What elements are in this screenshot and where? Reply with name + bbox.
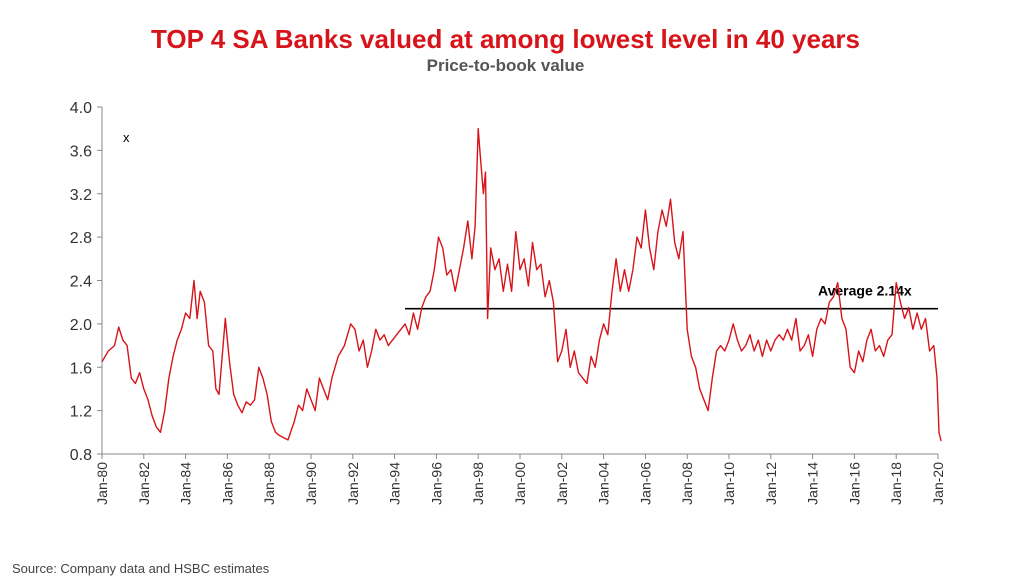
- x-tick-label: Jan-18: [888, 462, 904, 505]
- x-tick-label: Jan-00: [512, 462, 528, 505]
- x-tick-label: Jan-14: [805, 462, 821, 505]
- x-tick-label: Jan-84: [178, 462, 194, 505]
- x-tick-label: Jan-02: [554, 462, 570, 505]
- series-line: [101, 127, 942, 442]
- source-note: Source: Company data and HSBC estimates: [12, 561, 270, 576]
- x-tick-label: Jan-80: [94, 462, 110, 505]
- x-tick-label: Jan-96: [428, 462, 444, 505]
- x-tick-label: Jan-94: [387, 462, 403, 505]
- x-axis: Jan-80 Jan-82 Jan-84 Jan-86 Jan-88 Jan-90 Jan-…: [94, 453, 946, 505]
- x-tick-label: Jan-92: [345, 462, 361, 505]
- y-tick-label: 1.2: [70, 404, 92, 421]
- x-tick-label: Jan-10: [721, 462, 737, 505]
- x-tick-label: Jan-16: [846, 462, 862, 505]
- x-tick-label: Jan-82: [136, 462, 152, 505]
- x-tick-label: Jan-86: [219, 462, 235, 505]
- y-tick-label: 4.0: [70, 100, 92, 117]
- x-tick-label: Jan-12: [763, 462, 779, 505]
- x-tick-label: Jan-08: [679, 462, 695, 505]
- y-tick-label: 3.6: [70, 143, 92, 160]
- y-tick-label: 2.0: [70, 317, 92, 334]
- x-tick-label: Jan-04: [596, 462, 612, 505]
- y-tick-label: 3.2: [70, 187, 92, 204]
- x-tick-label: Jan-90: [303, 462, 319, 505]
- y-tick-label: 0.8: [70, 447, 92, 464]
- y-tick-label: 2.8: [70, 230, 92, 247]
- x-tick-label: Jan-06: [637, 462, 653, 505]
- line-chart: 4.0 3.6 3.2 2.8 2.4 2.0 1.6 1.2 0.8 Jan-80 Jan-82…: [70, 100, 946, 505]
- x-tick-label: Jan-98: [470, 462, 486, 505]
- x-tick-label: Jan-20: [930, 462, 946, 505]
- x-tick-label: Jan-88: [261, 462, 277, 505]
- y-axis: 4.0 3.6 3.2 2.8 2.4 2.0 1.6 1.2 0.8: [70, 100, 103, 464]
- y-unit-marker: x: [123, 130, 130, 145]
- y-tick-label: 1.6: [70, 360, 92, 377]
- average-label: Average 2.14x: [818, 283, 912, 299]
- chart-title: TOP 4 SA Banks valued at among lowest le…: [150, 24, 861, 54]
- y-tick-label: 2.4: [70, 274, 92, 291]
- chart-subtitle: Price-to-book value: [426, 56, 585, 75]
